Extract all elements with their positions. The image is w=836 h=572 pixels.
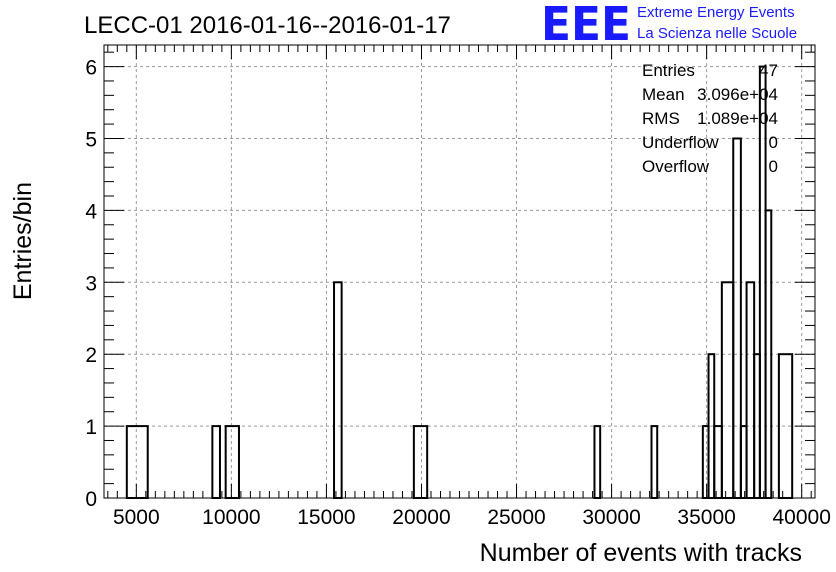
histogram-bin — [333, 281, 343, 499]
grid — [104, 45, 815, 498]
y-tick-label: 1 — [85, 416, 97, 439]
stats-mean-value: 3.096e+04 — [697, 85, 778, 104]
stats-overflow-label: Overflow — [642, 157, 710, 176]
stats-rms-value: 1.089e+04 — [697, 109, 778, 128]
histogram-bin — [764, 209, 773, 499]
stats-entries-value: 47 — [759, 61, 778, 80]
y-tick-label: 2 — [85, 344, 97, 367]
histogram-bin — [125, 425, 149, 500]
stats-entries-label: Entries — [642, 61, 695, 80]
stats-underflow-label: Underflow — [642, 133, 719, 152]
y-tick-label: 4 — [85, 200, 97, 223]
logo-line-2: La Scienza nelle Scuole — [637, 25, 797, 42]
stats-box: Entries 47 Mean 3.096e+04 RMS 1.089e+04 … — [642, 61, 778, 176]
x-tick-label: 30000 — [582, 506, 640, 529]
y-tick-labels: 0 1 2 3 4 5 6 — [85, 57, 97, 511]
x-tick-label: 10000 — [202, 506, 260, 529]
y-axis-label: Entries/bin — [9, 182, 37, 300]
histogram-bin — [745, 281, 756, 499]
histogram-bin — [650, 425, 659, 500]
histogram-bin — [593, 425, 602, 500]
x-tick-label: 35000 — [677, 506, 735, 529]
stats-overflow-value: 0 — [769, 157, 778, 176]
stats-mean-label: Mean — [642, 85, 685, 104]
stats-rms-label: RMS — [642, 109, 680, 128]
stats-underflow-value: 0 — [769, 133, 778, 152]
x-tick-label: 25000 — [487, 506, 545, 529]
logo-mark: EEE — [541, 0, 631, 51]
y-tick-label: 0 — [85, 488, 97, 511]
axis-ticks — [104, 45, 815, 499]
histogram-bin — [224, 425, 240, 500]
x-tick-label: 15000 — [297, 506, 355, 529]
x-tick-labels: 5000 10000 15000 20000 25000 30000 35000 40000 — [113, 506, 831, 529]
histogram-bin — [732, 137, 742, 499]
y-tick-label: 5 — [85, 128, 97, 151]
histogram-bin — [713, 425, 723, 500]
histogram-bin — [211, 425, 221, 500]
x-tick-label: 5000 — [113, 506, 160, 529]
logo-line-1: Extreme Energy Events — [637, 4, 795, 21]
histogram-bin — [720, 281, 735, 499]
eee-logo: EEE Extreme Energy Events La Scienza nel… — [541, 0, 797, 51]
histogram-bin — [412, 425, 429, 500]
x-axis-label: Number of events with tracks — [480, 539, 802, 567]
chart-title: LECC-01 2016-01-16--2016-01-17 — [84, 12, 451, 39]
x-tick-label: 40000 — [772, 506, 830, 529]
x-tick-label: 20000 — [392, 506, 450, 529]
y-tick-label: 3 — [85, 272, 97, 295]
y-tick-label: 6 — [85, 57, 97, 80]
